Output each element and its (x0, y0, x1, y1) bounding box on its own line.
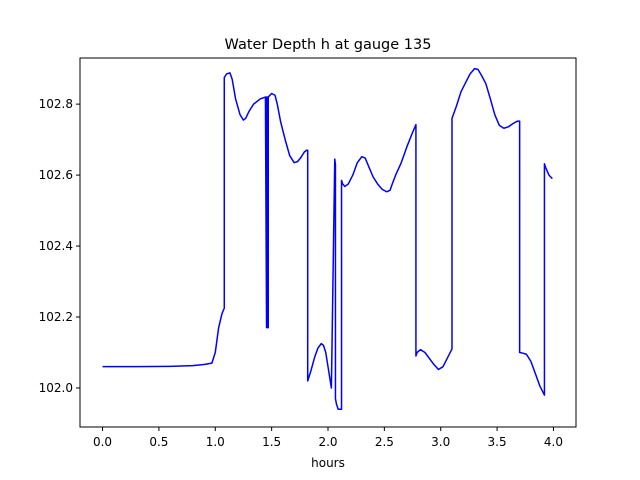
y-tick-label: 102.2 (39, 310, 73, 324)
y-tick-label: 102.8 (39, 97, 73, 111)
x-tick-label: 1.0 (206, 435, 225, 449)
x-tick-label: 3.5 (488, 435, 507, 449)
x-tick-label: 0.5 (149, 435, 168, 449)
x-axis-ticks: 0.0 0.5 1.0 1.5 2.0 2.5 3.0 3.5 4.0 (93, 427, 563, 449)
x-axis-label: hours (311, 456, 345, 470)
x-tick-label: 3.0 (431, 435, 450, 449)
series-layer (102, 67, 553, 411)
plot-frame (79, 57, 577, 428)
chart-title: Water Depth h at gauge 135 (225, 37, 432, 53)
y-tick-label: 102.4 (39, 239, 73, 253)
x-tick-label: 2.5 (375, 435, 394, 449)
x-tick-label: 1.5 (262, 435, 281, 449)
x-tick-label: 4.0 (544, 435, 563, 449)
series-line (102, 67, 553, 411)
x-tick-label: 2.0 (318, 435, 337, 449)
y-axis-ticks: 102.0 102.2 102.4 102.6 102.8 (39, 97, 80, 395)
y-tick-label: 102.6 (39, 168, 73, 182)
y-tick-label: 102.0 (39, 381, 73, 395)
x-tick-label: 0.0 (93, 435, 112, 449)
